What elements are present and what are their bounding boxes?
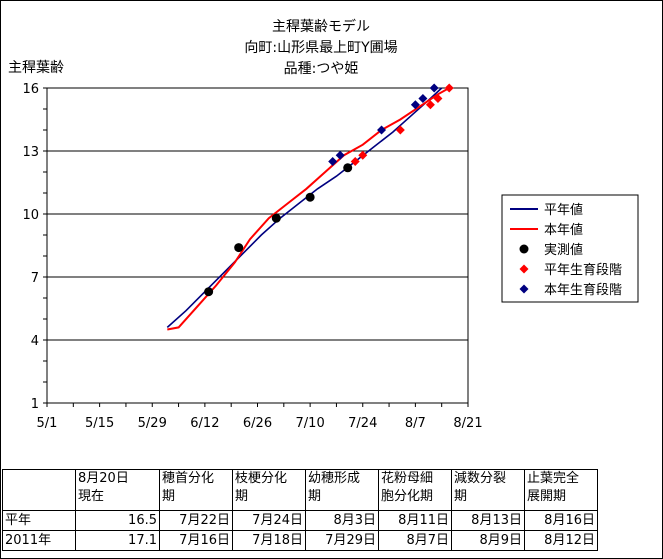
table-cell: 7月18日 (232, 530, 306, 551)
chart-title-line-3: 品種:つや姫 (284, 61, 359, 77)
legend-label: 平年値 (544, 202, 583, 218)
legend-label: 本年値 (544, 222, 583, 238)
table-cell: 7月16日 (159, 530, 233, 551)
plot-area: 1 4 7 10 13 16 5/1 5/15 5/29 6/12 6/26 7/10 7/24 8/7 8… (22, 82, 482, 431)
x-tick-label: 6/26 (243, 416, 272, 431)
table-cell: 8月7日 (378, 530, 452, 551)
data-point-series-2 (204, 287, 214, 297)
table-row: 2011年 17.1 7月16日 7月18日 7月29日 8月7日 8月9日 8… (2, 530, 598, 551)
x-tick-label: 7/24 (348, 416, 377, 431)
y-tick-label: 10 (22, 208, 39, 223)
legend-label: 平年生育段階 (544, 262, 622, 278)
x-tick-label: 7/10 (296, 416, 325, 431)
table-header-cell: 枝梗分化 期 (232, 469, 306, 511)
table-cell: 7月29日 (305, 530, 379, 551)
table-header-cell: 穂首分化 期 (159, 469, 233, 511)
table-cell: 16.5 (75, 510, 160, 531)
table-cell: 8月12日 (524, 530, 598, 551)
y-axis-label: 主稈葉齢 (8, 60, 64, 76)
x-tick-label: 8/21 (453, 416, 482, 431)
x-tick-label: 8/7 (405, 416, 426, 431)
data-point-series-3 (444, 83, 454, 93)
data-point-series-4 (335, 150, 345, 160)
data-point-series-3 (358, 150, 368, 160)
chart-title-line-2: 向町:山形県最上町Y圃場 (244, 40, 397, 56)
header-as-of-date: 8月20日 現在 (78, 471, 129, 504)
table-header-row: 8月20日 現在 穂首分化 期 枝梗分化 期 幼穂形成 期 花粉母細 胞分化期 … (2, 469, 598, 511)
legend-marker-swatch (519, 244, 529, 254)
header-panicle-neck-differentiation: 穂首分化 期 (162, 471, 215, 504)
table-row: 平年 16.5 7月22日 7月24日 8月3日 8月11日 8月13日 8月1… (2, 510, 598, 531)
y-tick-label: 1 (31, 397, 39, 412)
table-cell: 8月11日 (378, 510, 452, 531)
y-tick-label: 16 (22, 82, 39, 97)
data-point-series-2 (305, 192, 315, 202)
table-cell: 8月13日 (451, 510, 525, 531)
x-tick-label: 5/15 (85, 416, 114, 431)
x-tick-label: 5/1 (37, 416, 58, 431)
data-point-series-2 (343, 163, 353, 173)
data-point-series-2 (271, 213, 281, 223)
table-cell: 17.1 (75, 530, 160, 551)
table-header-cell: 幼穂形成 期 (305, 469, 379, 511)
header-young-panicle-formation: 幼穂形成 期 (308, 471, 361, 504)
plot-frame (46, 87, 469, 404)
row-label-normal-year: 平年 (2, 510, 76, 531)
table-cell: 7月22日 (159, 510, 233, 531)
table-header-cell: 8月20日 現在 (75, 469, 160, 511)
y-tick-label: 7 (31, 271, 39, 286)
data-point-series-3 (350, 157, 360, 166)
leaf-age-chart: 主稈葉齢モデル 向町:山形県最上町Y圃場 品種:つや姫 主稈葉齢 1 4 7 10 13… (8, 18, 639, 431)
data-point-series-4 (377, 125, 387, 135)
x-tick-label: 6/12 (190, 416, 219, 431)
header-flag-leaf-expansion: 止葉完全 展開期 (527, 471, 580, 504)
table-cell: 7月24日 (232, 510, 306, 531)
chart-title: 主稈葉齢モデル 向町:山形県最上町Y圃場 品種:つや姫 (244, 18, 397, 77)
y-tick-label: 4 (31, 334, 39, 349)
legend-marker-swatch (519, 264, 529, 274)
table-cell: 8月16日 (524, 510, 598, 531)
legend-label: 実測値 (544, 242, 583, 258)
table-header-cell: 減数分裂 期 (451, 469, 525, 511)
header-meiosis: 減数分裂 期 (454, 471, 507, 504)
data-point-series-4 (418, 94, 428, 103)
table-header-cell: 花粉母細 胞分化期 (378, 469, 452, 511)
data-point-series-3 (433, 94, 443, 103)
table-corner-cell (2, 469, 76, 511)
data-point-series-4 (429, 83, 439, 93)
data-point-series-4 (328, 157, 338, 166)
x-tick-label: 5/29 (138, 416, 167, 431)
data-point-series-3 (425, 100, 435, 110)
data-point-series-2 (234, 243, 244, 253)
table-cell: 8月9日 (451, 530, 525, 551)
chart-title-line-1: 主稈葉齢モデル (272, 18, 370, 35)
header-branch-differentiation: 枝梗分化 期 (235, 471, 288, 504)
row-label-2011: 2011年 (2, 530, 76, 551)
header-pollen-mother-cell: 花粉母細 胞分化期 (381, 471, 434, 504)
legend-marker-swatch (519, 284, 529, 294)
data-point-series-4 (410, 100, 420, 110)
table-header-cell: 止葉完全 展開期 (524, 469, 598, 511)
growth-stage-table: 8月20日 現在 穂首分化 期 枝梗分化 期 幼穂形成 期 花粉母細 胞分化期 … (2, 469, 598, 551)
y-tick-label: 13 (22, 145, 39, 160)
table-cell: 8月3日 (305, 510, 379, 531)
legend-label: 本年生育段階 (544, 282, 622, 298)
data-point-series-3 (395, 125, 405, 135)
